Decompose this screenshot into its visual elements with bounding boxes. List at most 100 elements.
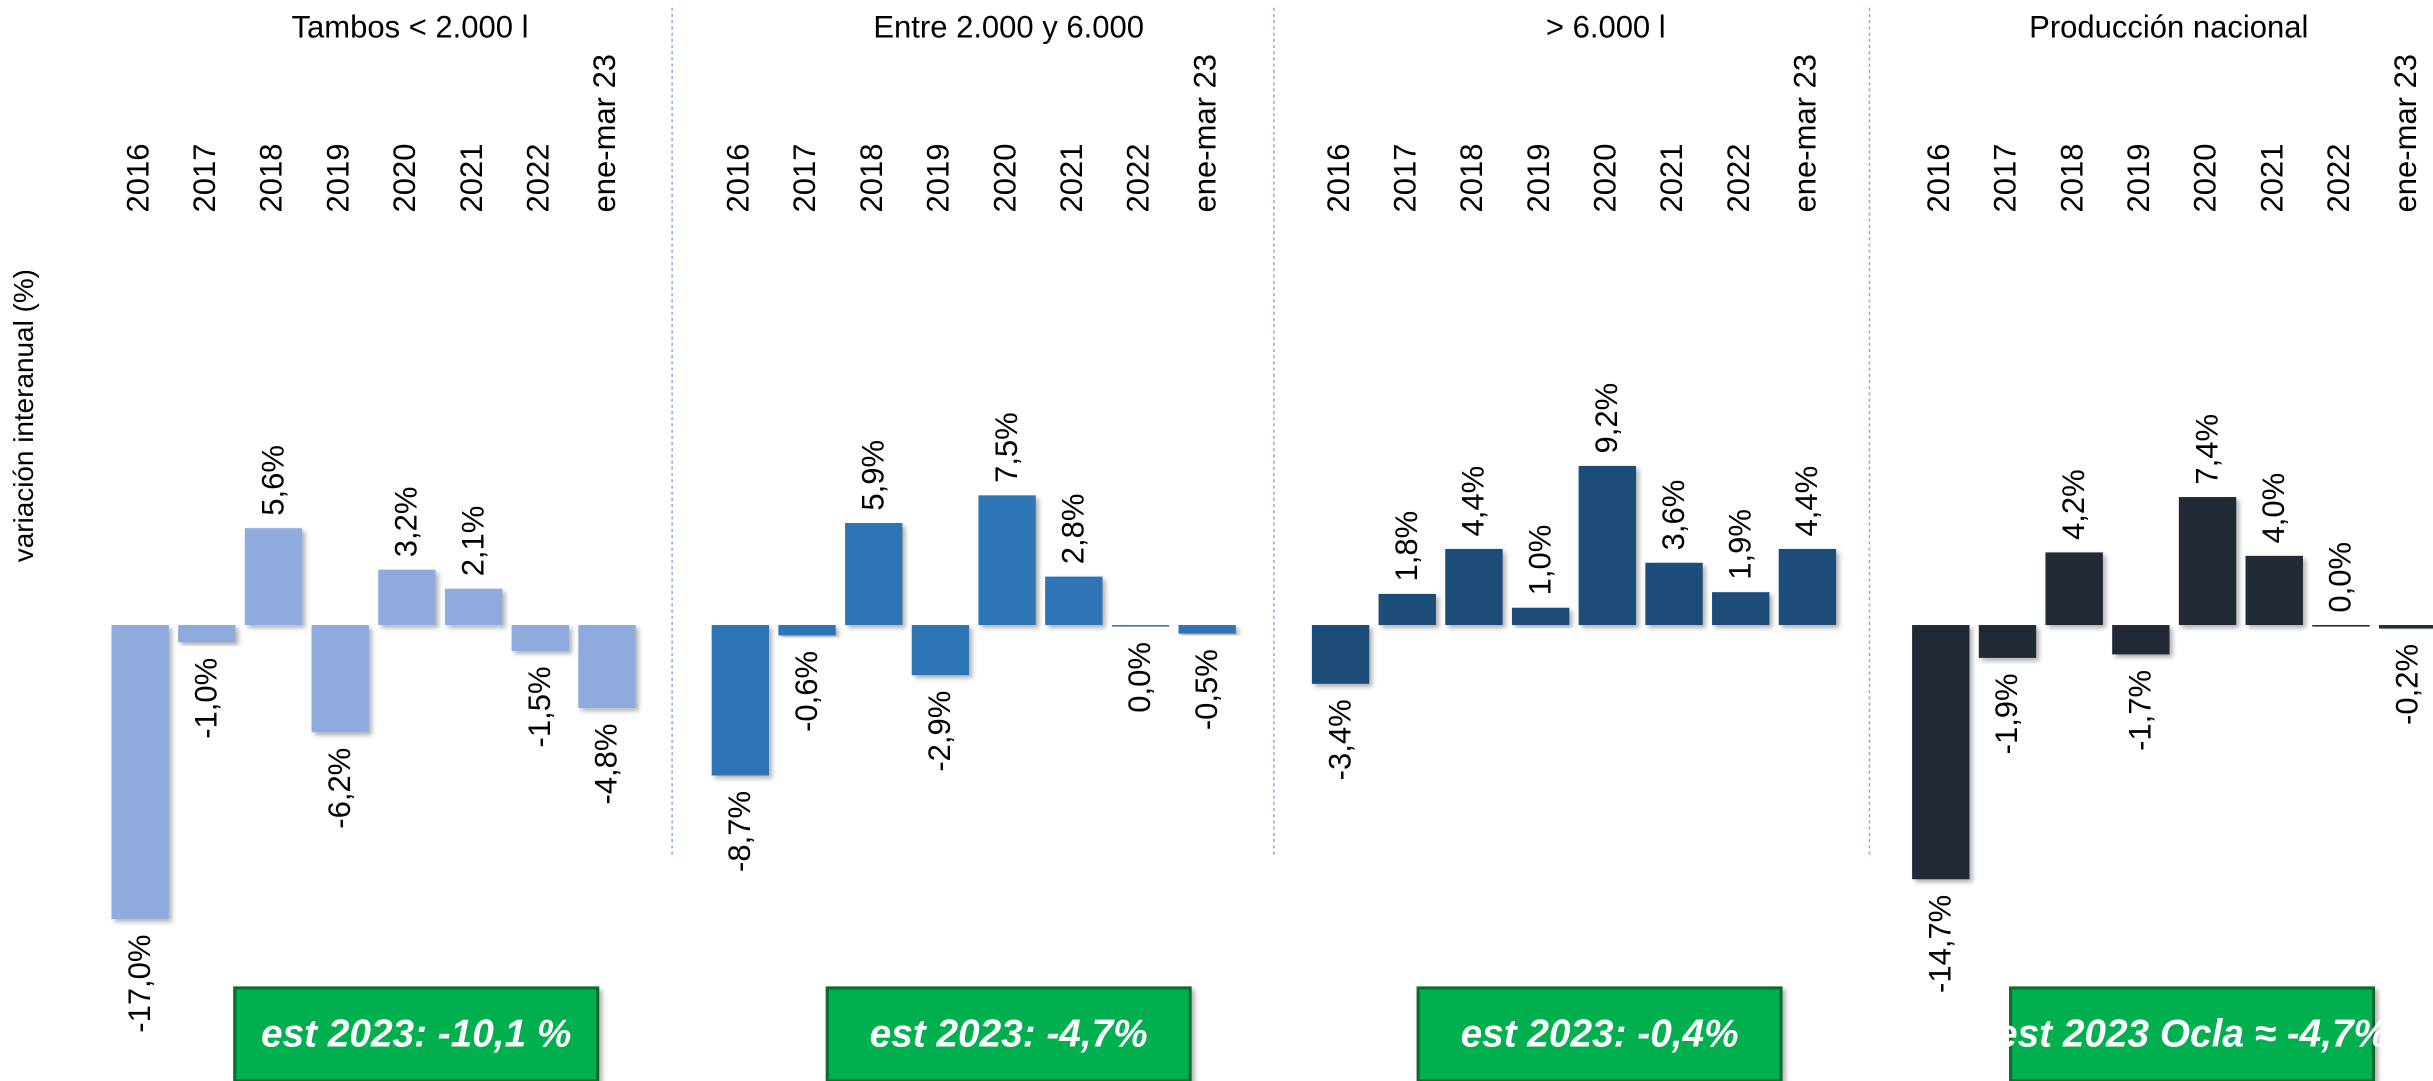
bar [1912, 625, 1970, 880]
data-label: -4,8% [589, 724, 624, 805]
annotation-box [825, 986, 1192, 1081]
bar [711, 625, 770, 776]
x-tick-label: 2016 [1321, 144, 1356, 213]
x-tick-label: 2019 [921, 144, 956, 213]
x-tick-label: 2017 [1988, 144, 2023, 213]
bar [778, 625, 836, 636]
x-tick-label: 2022 [1721, 144, 1756, 213]
data-label: 7,5% [989, 412, 1024, 483]
data-label: 3,2% [389, 487, 424, 558]
chart-title: > 6.000 l [1546, 10, 1666, 45]
bar [1511, 607, 1570, 626]
x-tick-label: 2019 [320, 144, 355, 213]
annotation: est 2023 Ocla ≈ -4,7% [1996, 1012, 2388, 1055]
bar [578, 625, 636, 709]
bar [311, 625, 369, 733]
bar [378, 569, 436, 626]
data-label: -3,4% [1322, 699, 1357, 780]
x-tick-label: 2018 [1454, 144, 1489, 213]
x-tick-label: 2016 [721, 144, 756, 213]
data-label: 1,0% [1522, 525, 1557, 596]
data-label: 9,2% [1589, 383, 1624, 454]
x-tick-label: 2021 [454, 144, 489, 213]
annotation: est 2023: -0,4% [1461, 1012, 1739, 1055]
x-tick-label: 2016 [1921, 144, 1956, 213]
bar [1578, 465, 1637, 626]
bar [2178, 497, 2237, 626]
x-tick-label: 2020 [387, 144, 422, 213]
x-tick-label: 2019 [1521, 144, 1556, 213]
data-label: 4,4% [1789, 466, 1824, 537]
bar [511, 625, 569, 651]
data-label: -0,6% [789, 651, 824, 732]
bar [1045, 576, 1103, 626]
data-label: -0,2% [2389, 644, 2424, 725]
x-tick-label: 2022 [520, 144, 555, 213]
x-tick-label: ene-mar 23 [587, 54, 622, 213]
data-label: -1,5% [522, 666, 557, 747]
bar [178, 625, 236, 643]
bar [845, 522, 903, 626]
x-tick-label: 2021 [1054, 144, 1089, 213]
chart-title: Tambos < 2.000 l [292, 10, 529, 45]
data-label: -8,7% [722, 791, 757, 872]
bar [1778, 548, 1837, 626]
data-label: 1,8% [1389, 511, 1424, 582]
x-tick-label: 2022 [2321, 144, 2356, 213]
bar [244, 528, 303, 626]
bar [1645, 562, 1703, 626]
x-tick-label: 2019 [2121, 144, 2156, 213]
chart-title: Producción nacional [2029, 10, 2308, 45]
data-label: 5,9% [855, 440, 890, 511]
bar [2245, 555, 2303, 626]
x-tick-label: ene-mar 23 [1788, 54, 1823, 213]
x-tick-label: 2018 [2054, 144, 2089, 213]
bar [2112, 625, 2170, 655]
data-label: 4,0% [2256, 473, 2291, 544]
bar [2045, 552, 2103, 626]
bar [444, 588, 503, 626]
bar [1445, 548, 1503, 626]
data-label: 2,1% [455, 506, 490, 577]
data-label: 4,4% [1456, 466, 1491, 537]
chart-title: Entre 2.000 y 6.000 [873, 10, 1144, 45]
bar [1311, 625, 1370, 684]
data-label: -1,9% [1989, 673, 2024, 754]
bar [2312, 625, 2370, 627]
data-label: 0,0% [1122, 642, 1157, 713]
bar [111, 625, 169, 920]
data-label: 3,6% [1656, 480, 1691, 551]
data-label: -17,0% [122, 935, 157, 1033]
bar [911, 625, 970, 676]
bar [2378, 625, 2433, 629]
annotation: est 2023: -4,7% [870, 1012, 1148, 1055]
x-tick-label: 2018 [854, 144, 889, 213]
x-tick-label: ene-mar 23 [2388, 54, 2423, 213]
bar [1178, 625, 1236, 634]
annotation: est 2023: -10,1 % [261, 1012, 571, 1055]
x-tick-label: 2017 [787, 144, 822, 213]
annotation-box [2009, 986, 2376, 1081]
data-label: -1,0% [189, 658, 224, 739]
annotation-box [1416, 986, 1783, 1081]
data-label: 4,2% [2056, 469, 2091, 540]
x-tick-label: ene-mar 23 [1187, 54, 1222, 213]
data-label: -2,9% [922, 691, 957, 772]
data-label: -0,5% [1189, 649, 1224, 730]
data-label: 1,9% [1722, 509, 1757, 580]
x-tick-label: 2020 [987, 144, 1022, 213]
bar [1111, 625, 1170, 627]
x-tick-label: 2020 [2188, 144, 2223, 213]
data-label: -14,7% [1923, 895, 1958, 993]
bar [1378, 593, 1436, 626]
bar [978, 495, 1036, 626]
data-label: -6,2% [322, 748, 357, 829]
data-label: 2,8% [1056, 494, 1091, 565]
x-tick-label: 2022 [1121, 144, 1156, 213]
bar [1978, 625, 2037, 658]
data-label: 0,0% [2323, 542, 2358, 613]
y-axis-label: variación interanual (%) [8, 269, 39, 562]
x-tick-label: 2018 [254, 144, 289, 213]
x-tick-label: 2021 [1654, 144, 1689, 213]
